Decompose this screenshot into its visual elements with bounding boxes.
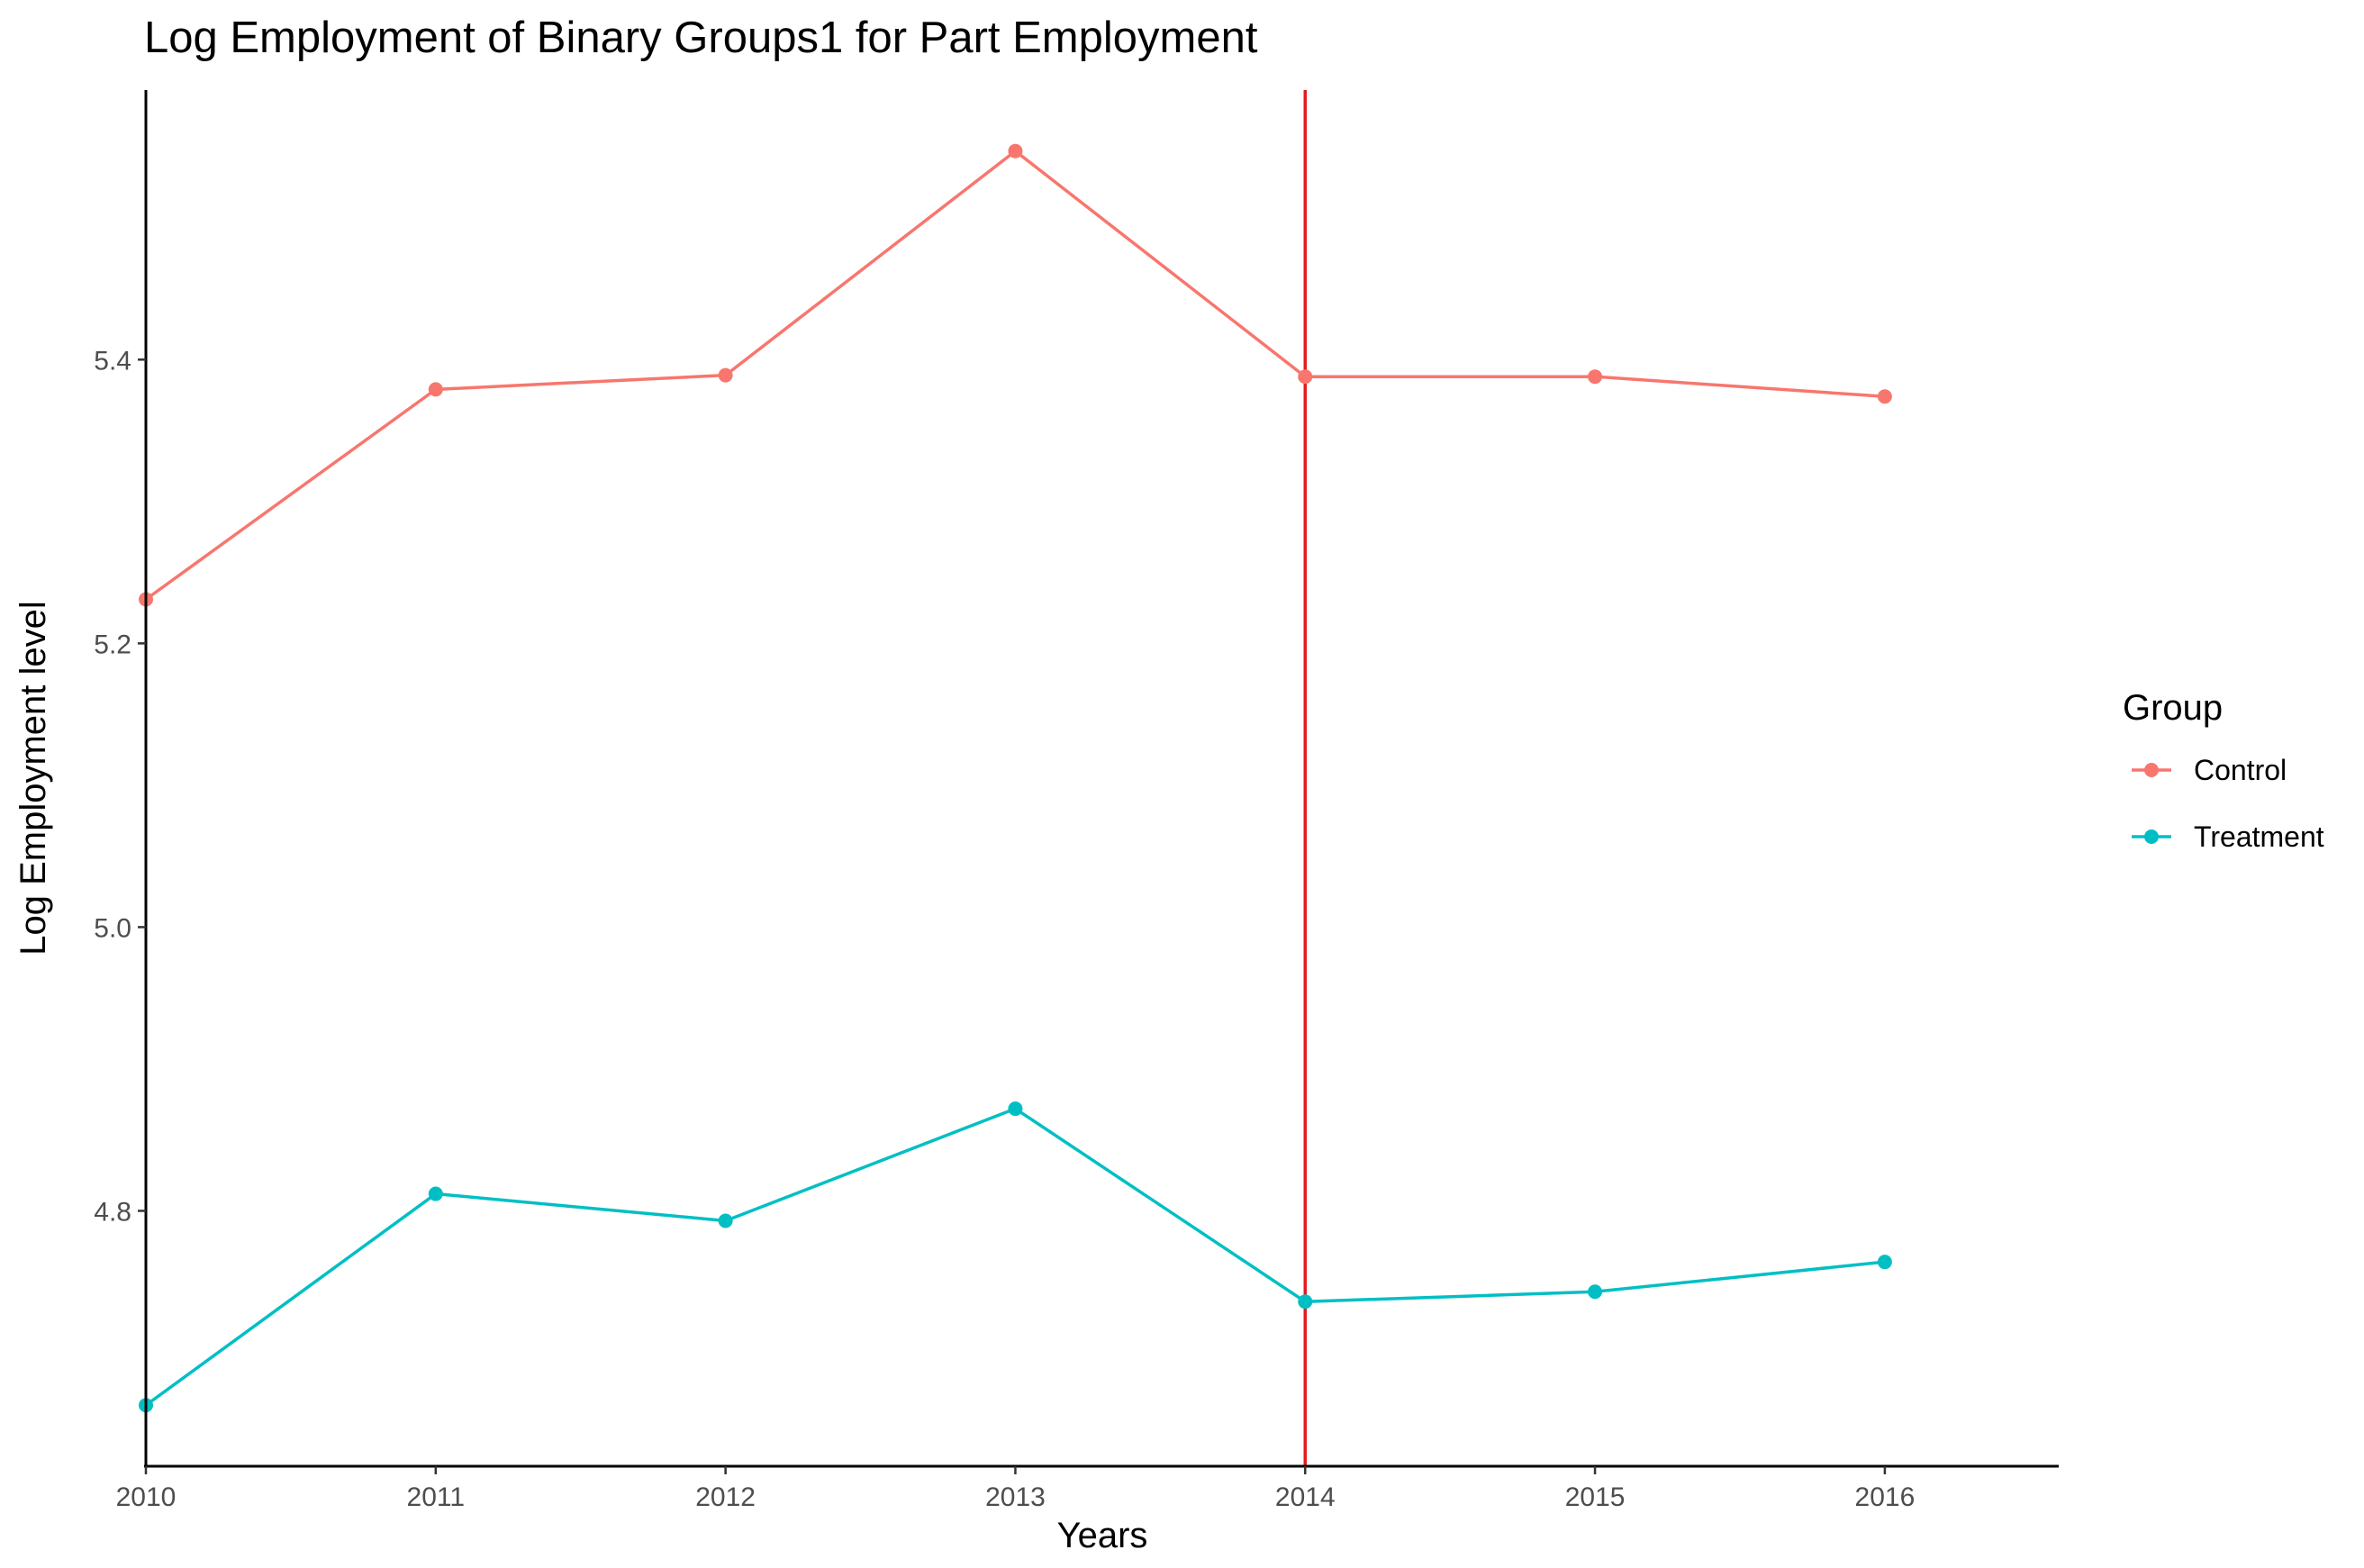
series-line-treatment bbox=[144, 1107, 1886, 1407]
data-point-treatment bbox=[718, 1213, 733, 1228]
series-line-control bbox=[144, 149, 1886, 601]
data-point-control bbox=[428, 382, 443, 397]
x-tick-label: 2012 bbox=[695, 1482, 756, 1512]
y-tick-label: 5.2 bbox=[94, 630, 131, 659]
x-tick-label: 2011 bbox=[407, 1482, 466, 1512]
data-point-control bbox=[1298, 369, 1313, 385]
data-point-treatment bbox=[1008, 1101, 1023, 1117]
x-axis-ticks: 2010 2011 2012 2013 2014 2015 2016 bbox=[116, 1466, 1916, 1512]
data-point-control bbox=[1008, 143, 1023, 159]
y-tick-label: 5.4 bbox=[94, 346, 131, 376]
data-point-control bbox=[1877, 389, 1892, 404]
x-tick-label: 2014 bbox=[1275, 1482, 1336, 1512]
plot-area bbox=[139, 90, 1892, 1466]
x-tick-label: 2016 bbox=[1855, 1482, 1916, 1512]
data-point-treatment bbox=[1298, 1294, 1313, 1310]
legend-item-control: Control bbox=[2132, 754, 2287, 786]
data-point-treatment bbox=[1877, 1255, 1892, 1270]
chart-title: Log Employment of Binary Groups1 for Par… bbox=[144, 14, 1258, 62]
y-axis-ticks: 4.8 5.0 5.2 5.4 bbox=[94, 346, 146, 1227]
legend-label-treatment: Treatment bbox=[2194, 820, 2324, 853]
x-tick-label: 2013 bbox=[985, 1482, 1046, 1512]
data-point-treatment bbox=[1588, 1284, 1603, 1300]
x-tick-label: 2015 bbox=[1565, 1482, 1626, 1512]
legend-label-control: Control bbox=[2194, 754, 2287, 786]
y-tick-label: 5.0 bbox=[94, 913, 131, 943]
data-point-control bbox=[718, 367, 733, 383]
y-axis-title: Log Employment level bbox=[14, 601, 53, 956]
y-tick-label: 4.8 bbox=[94, 1197, 131, 1227]
legend: Group Control Treatment bbox=[2123, 688, 2324, 853]
legend-key-point-treatment bbox=[2144, 829, 2159, 844]
legend-title: Group bbox=[2123, 688, 2223, 728]
data-point-control bbox=[1588, 369, 1603, 385]
legend-key-point-control bbox=[2144, 763, 2159, 777]
data-point-treatment bbox=[428, 1186, 443, 1201]
x-axis-title: Years bbox=[1057, 1516, 1148, 1555]
legend-item-treatment: Treatment bbox=[2132, 820, 2324, 853]
x-tick-label: 2010 bbox=[116, 1482, 177, 1512]
